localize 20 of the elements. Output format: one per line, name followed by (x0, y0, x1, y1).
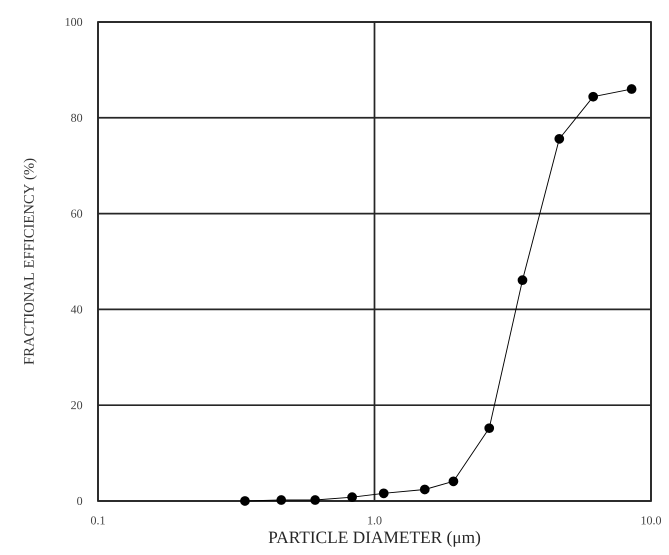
y-tick-label: 60 (71, 210, 82, 218)
point (554, 134, 564, 144)
y-tick-label: 80 (71, 114, 82, 122)
x-axis-title: PARTICLE DIAMETER (μm) (268, 531, 480, 547)
x-tick-label: 0.1 (90, 516, 105, 525)
point (310, 495, 320, 505)
y-tick-label: 0 (77, 496, 82, 506)
point (378, 488, 389, 498)
y-tick-label: 100 (66, 18, 82, 26)
x-tick-label: 1.0 (368, 516, 382, 525)
point (484, 423, 494, 434)
y-tick-label: 20 (71, 401, 82, 410)
y-tick-label: 40 (70, 305, 82, 314)
point (240, 496, 250, 506)
point (518, 275, 528, 286)
point (588, 92, 598, 102)
point (448, 476, 458, 486)
x-tick-label: 10.0 (642, 516, 662, 525)
y-axis-title: FRACTIONAL EFFICIENCY (%) (24, 158, 37, 365)
point (276, 495, 286, 505)
